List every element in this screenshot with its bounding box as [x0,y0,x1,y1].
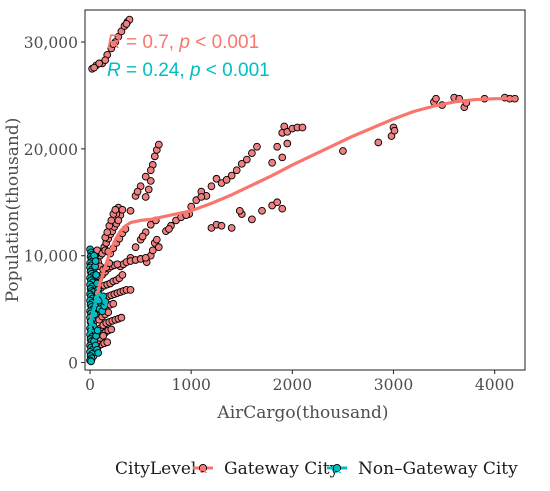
x-tick-label: 2000 [273,376,312,394]
x-tick-label: 0 [85,376,95,394]
annotation-r: R [107,60,121,81]
gateway-smooth-line [90,99,515,322]
gateway-point [153,236,160,243]
gateway-point [274,199,281,206]
gateway-point [375,139,382,146]
annotation-threshold: < 0.001 [190,32,259,53]
smooth-lines [90,99,515,331]
gateway-point [269,159,276,166]
gateway-point [139,233,146,240]
gateway-point [248,216,255,223]
annotation-value: = 0.24, [121,60,190,81]
gateway-point [119,206,126,213]
annotation-p: p [189,60,201,81]
x-axis: 0 1000 2000 3000 4000 [85,370,514,394]
gateway-point [110,300,117,307]
gateway-point [114,261,121,268]
x-tick-label: 1000 [171,376,210,394]
gateway-point [91,64,98,71]
gateway-point [243,156,250,163]
gateway-point [142,194,149,201]
legend-label-gateway: Gateway City [224,459,340,479]
gateway-point [279,154,286,161]
legend-title: CityLevel [115,459,196,479]
gateway-point [236,207,243,214]
gateway-point [108,326,115,333]
y-axis: 0 10,000 20,000 30,000 [24,34,85,372]
gateway-point [155,141,162,148]
gateway-point [391,127,398,134]
non-gateway-point [88,358,95,365]
gateway-point [279,205,286,212]
gateway-point [254,143,261,150]
gateway-point [100,332,107,339]
gateway-point [119,272,126,279]
non-gateway-point [94,327,101,334]
gateway-point [108,217,115,224]
gateway-point [208,183,215,190]
x-tick-label: 4000 [475,376,514,394]
gateway-point [198,194,205,201]
annotation-r: R [107,32,121,53]
gateway-point [123,20,130,27]
gateway-point [132,244,139,251]
gateway-point [142,254,149,261]
y-tick-label: 10,000 [24,248,78,266]
y-tick-label: 0 [68,355,78,373]
gateway-point [112,206,119,213]
gateway-point [145,186,152,193]
gateway-point [127,207,134,214]
annotation-p: p [178,32,190,53]
non-gateway-point [95,350,102,357]
gateway-point [142,173,149,180]
y-axis-title: Population(thousand) [3,118,23,303]
gateway-point [233,167,240,174]
gateway-point [284,140,291,147]
gateway-point [299,124,306,131]
gateway-point [228,225,235,232]
gateway-point [104,339,111,346]
gateway-point [223,176,230,183]
gateway-point [218,222,225,229]
gateway-point [104,229,111,236]
gateway-point [433,95,440,102]
legend-key-glyph: a [199,460,207,476]
gateway-point [147,167,154,174]
legend-key-glyph: a [333,460,341,476]
gateway-point [259,207,266,214]
annotation-threshold: < 0.001 [201,60,270,81]
annotation-value: = 0.7, [121,32,180,53]
x-axis-title: AirCargo(thousand) [216,403,388,423]
non-gateway-point [93,272,100,279]
gateway-point [155,244,162,251]
gateway-point [115,217,122,224]
y-tick-label: 30,000 [24,34,78,52]
gateway-r-annotation: R = 0.7, p < 0.001 [107,32,259,53]
legend-label-non-gateway: Non–Gateway City [358,459,518,479]
gateway-point [340,148,347,155]
gateway-point [248,150,255,157]
y-tick-label: 20,000 [24,141,78,159]
gateway-point [118,314,125,321]
gateway-point [274,143,281,150]
non-gateway-r-annotation: R = 0.24, p < 0.001 [107,60,270,81]
non-gateway-point [92,258,99,265]
gateway-point [166,226,173,233]
x-tick-label: 3000 [374,376,413,394]
gateway-point [151,153,158,160]
gateway-point [127,286,134,293]
gateway-point [134,188,141,195]
